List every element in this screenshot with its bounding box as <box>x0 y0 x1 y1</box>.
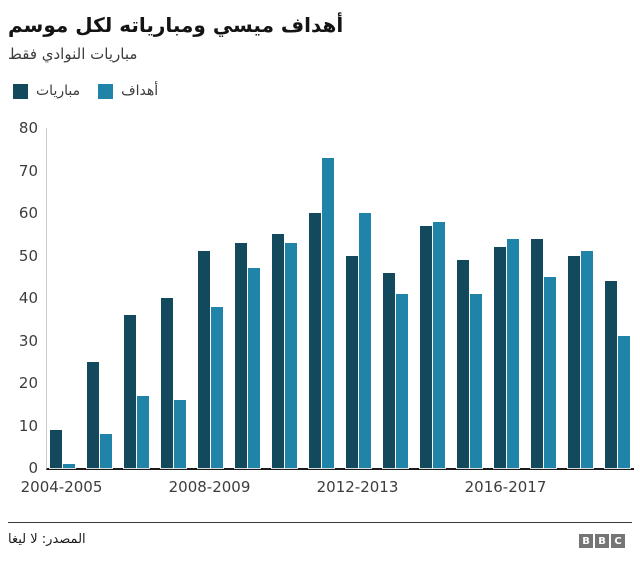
bar-matches <box>494 247 506 468</box>
y-axis-label: 60 <box>18 204 38 222</box>
bar-matches <box>457 259 469 468</box>
x-axis-label: 2016-2017 <box>464 478 547 496</box>
chart-subtitle: مباريات النوادي فقط <box>8 45 138 63</box>
y-axis-label: 70 <box>18 161 38 180</box>
y-axis-label: 20 <box>18 374 38 392</box>
legend: مباريات أهداف <box>13 84 158 99</box>
bar-matches <box>346 255 358 468</box>
bar-goals <box>507 238 519 468</box>
bbc-logo-block: C <box>611 534 625 548</box>
bar-goals <box>581 251 593 468</box>
bar-goals <box>396 293 408 468</box>
bar-matches <box>309 213 321 468</box>
bar-goals <box>433 221 445 468</box>
bar-goals <box>285 242 297 468</box>
bar-matches <box>568 255 580 468</box>
y-axis-label: 10 <box>18 416 38 435</box>
bar-goals <box>137 395 149 468</box>
bar-matches <box>272 234 284 468</box>
bar-matches <box>420 225 432 468</box>
chart-title: أهداف ميسي ومبارياته لكل موسم <box>8 13 344 37</box>
bar-goals <box>470 293 482 468</box>
plot-area <box>46 128 634 470</box>
bar-goals <box>100 434 112 468</box>
legend-label-matches: مباريات <box>36 83 81 99</box>
bar-goals <box>322 157 334 468</box>
bar-matches <box>383 272 395 468</box>
bar-matches <box>87 361 99 468</box>
legend-item-matches: مباريات <box>13 84 80 99</box>
bbc-logo-block: B <box>579 534 593 548</box>
bar-matches <box>124 315 136 468</box>
x-axis-label: 2012-2013 <box>316 478 399 496</box>
legend-item-goals: أهداف <box>98 84 158 99</box>
y-axis-label: 40 <box>18 289 38 307</box>
legend-label-goals: أهداف <box>121 83 159 99</box>
bar-goals <box>63 463 75 468</box>
bar-matches <box>161 298 173 468</box>
y-axis-label: 30 <box>18 331 38 350</box>
bar-goals <box>544 276 556 468</box>
legend-swatch-goals <box>98 84 114 99</box>
bar-goals <box>248 268 260 468</box>
bbc-logo-block: B <box>595 534 609 548</box>
bar-matches <box>605 281 617 468</box>
x-axis-label: 2004-2005 <box>20 478 103 496</box>
footer-divider <box>8 522 632 523</box>
y-axis-label: 80 <box>18 119 38 137</box>
source-text: المصدر: لا ليغا <box>8 532 86 547</box>
legend-swatch-matches <box>13 84 28 99</box>
bar-matches <box>531 238 543 468</box>
bar-goals <box>174 400 186 468</box>
y-axis-label: 50 <box>18 246 38 265</box>
y-axis-label: 0 <box>28 459 38 477</box>
bar-goals <box>211 306 223 468</box>
x-axis-label: 2008-2009 <box>168 478 251 496</box>
bar-matches <box>198 251 210 468</box>
bar-goals <box>618 336 630 468</box>
bar-goals <box>359 213 371 468</box>
bar-matches <box>50 429 62 468</box>
bar-matches <box>235 242 247 468</box>
